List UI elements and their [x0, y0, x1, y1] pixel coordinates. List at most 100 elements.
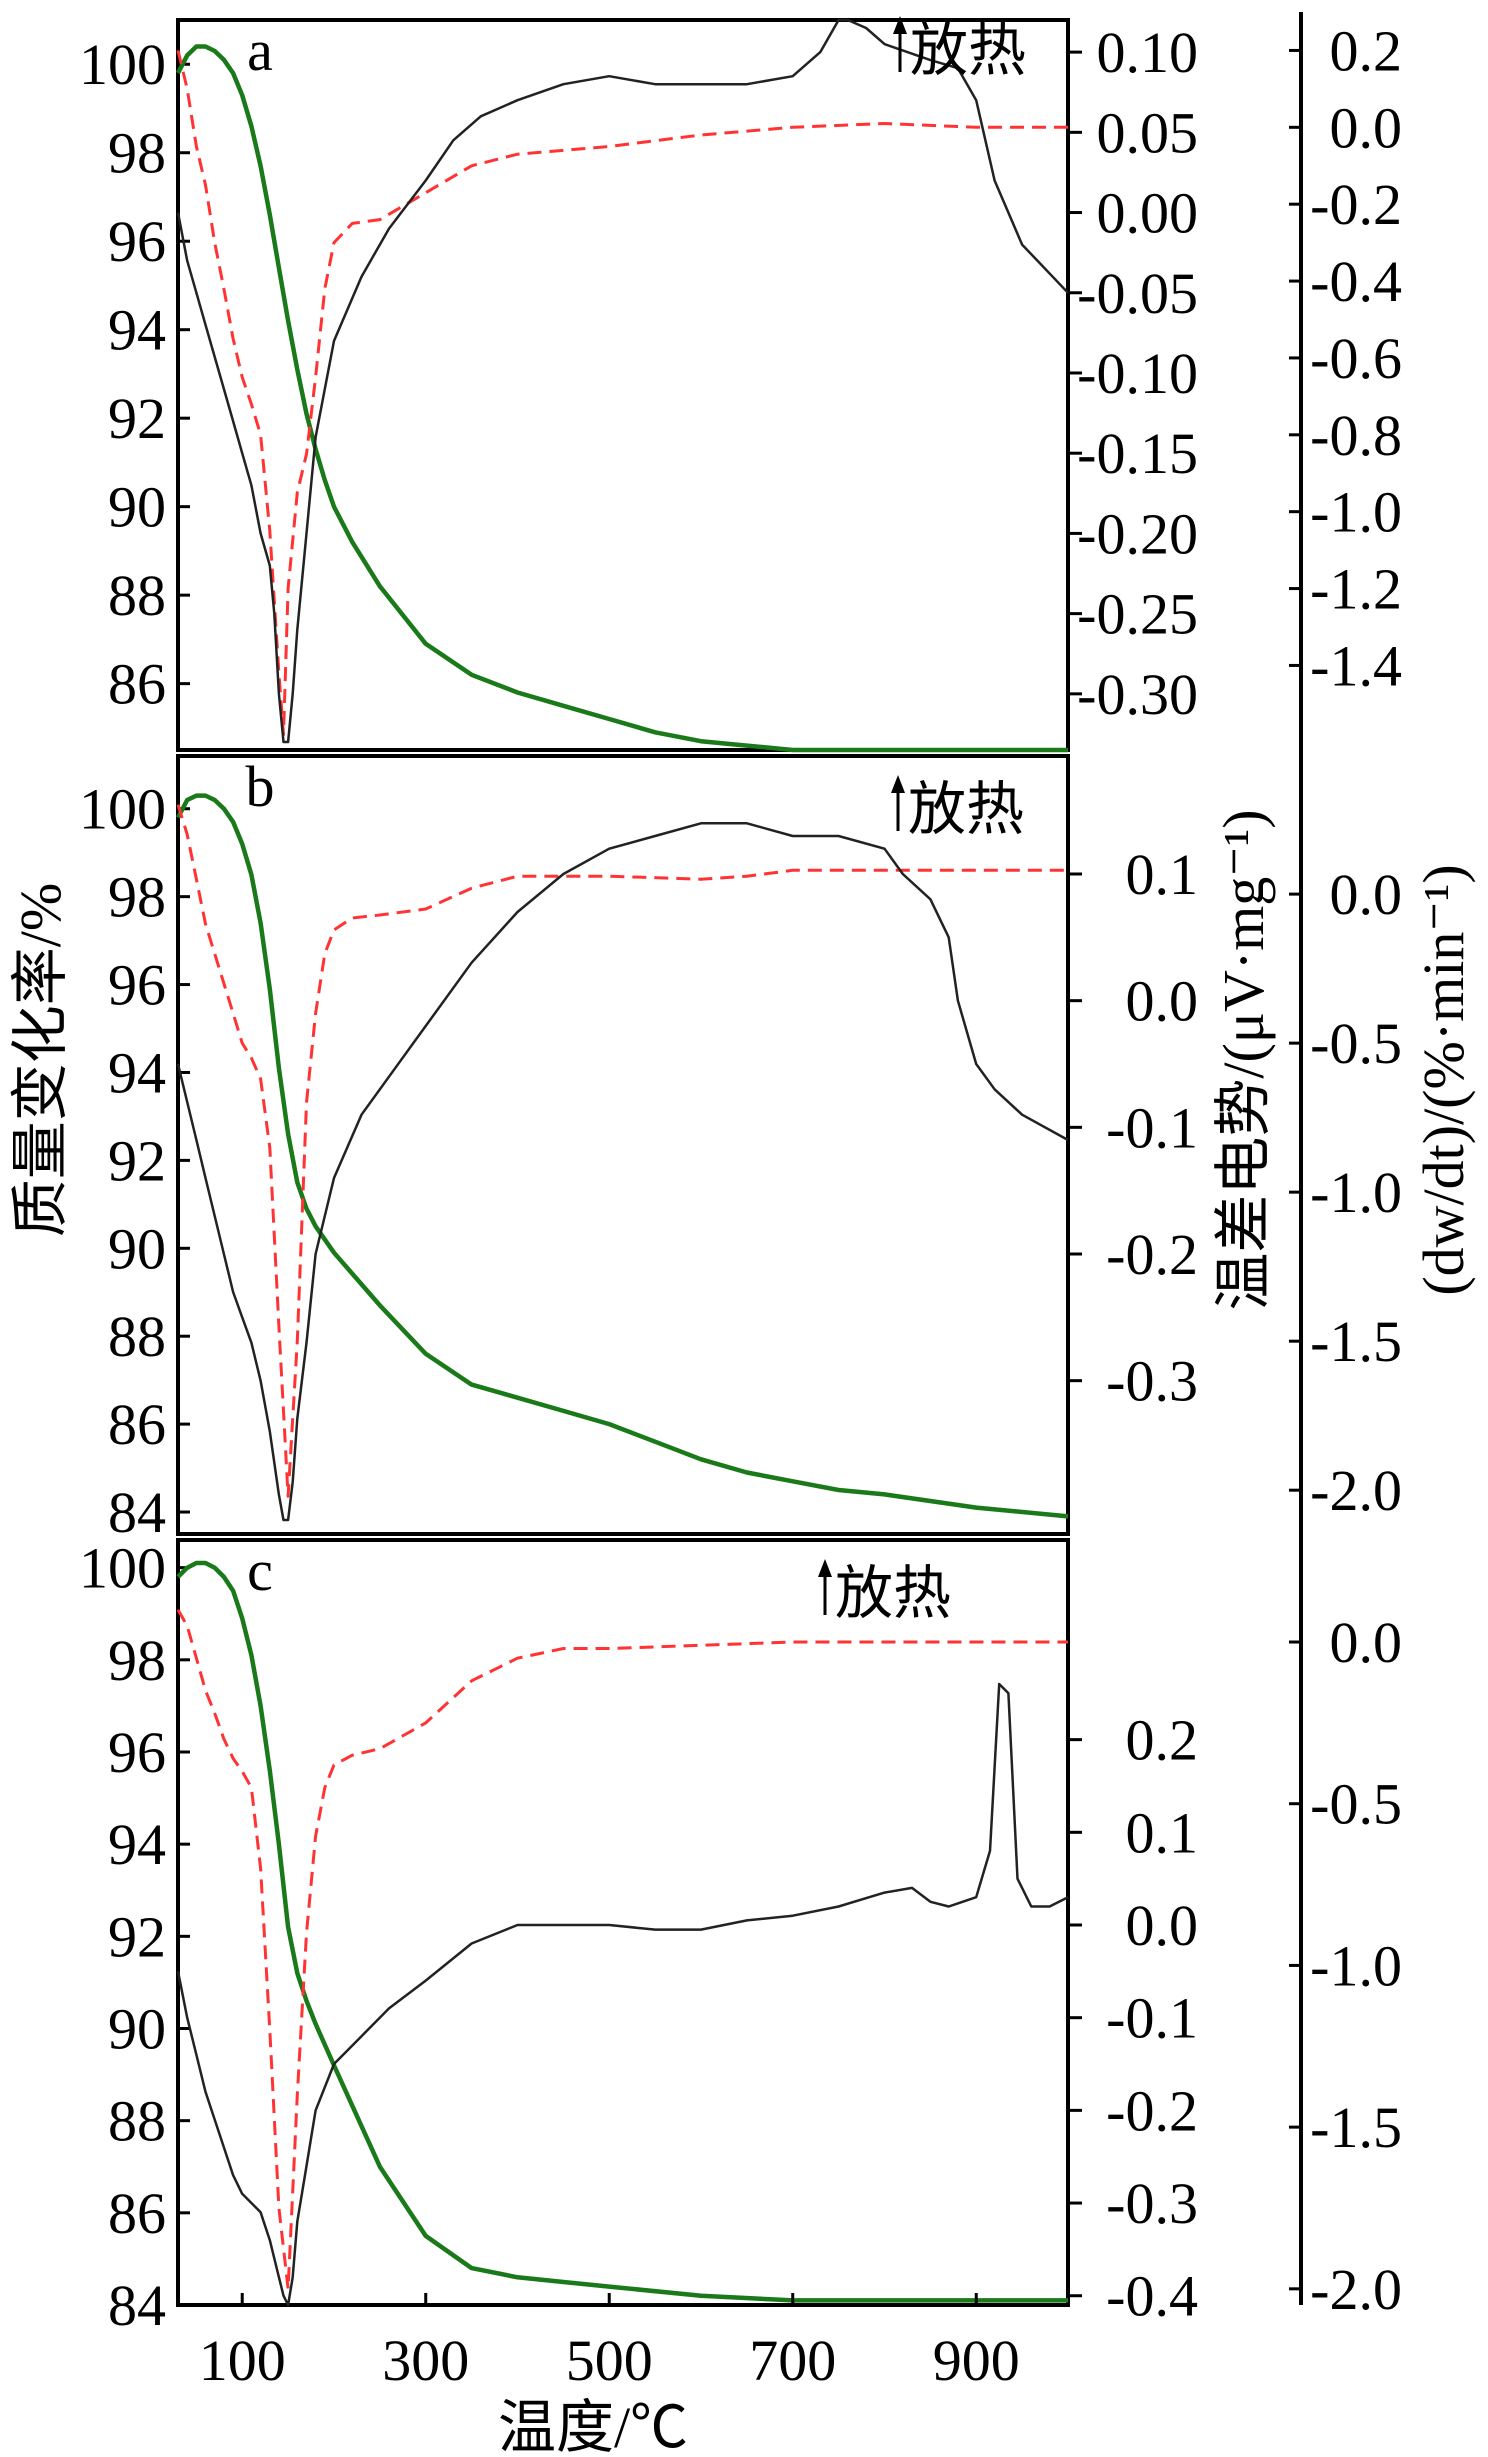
right-tick-label: -0.5 — [1310, 1772, 1402, 1837]
mid-tick-label: -0.20 — [1077, 501, 1198, 566]
right-tick-label: -1.2 — [1310, 557, 1402, 622]
chart-axes: 100 300 500 700 900 — [199, 12, 1303, 2393]
tg-curve-c — [176, 1560, 1068, 2303]
left-tick-label: 92 — [108, 386, 166, 451]
left-tick-label: 90 — [108, 1996, 166, 2061]
left-tick-label: 86 — [108, 652, 166, 717]
left-tick-label: 98 — [108, 121, 166, 186]
mid-tick-label: -0.2 — [1106, 2078, 1198, 2143]
mid-tick-label: 0.2 — [1126, 1708, 1199, 1773]
left-tick-label: 96 — [108, 1720, 166, 1785]
left-tick-label: 88 — [108, 2089, 166, 2154]
left-tick-label: 94 — [108, 298, 166, 363]
left-tick-label: 98 — [108, 865, 166, 930]
x-tick-label: 300 — [382, 2328, 469, 2393]
right-tick-label: -2.0 — [1310, 1458, 1402, 1523]
left-tick-label: 88 — [108, 563, 166, 628]
x-tick-label: 700 — [749, 2328, 836, 2393]
left-tick-label: 92 — [108, 1904, 166, 1969]
mid-tick-label: 0.05 — [1097, 100, 1199, 165]
mid-tick-label: -0.25 — [1077, 582, 1198, 647]
mid-tick-label: -0.1 — [1106, 1986, 1198, 2051]
left-tick-label: 96 — [108, 209, 166, 274]
right-tick-label: -1.5 — [1310, 1309, 1402, 1374]
tg-curve-b — [176, 793, 1069, 1519]
left-tick-label: 100 — [79, 32, 166, 97]
exotherm-label: 放热 — [908, 777, 1024, 842]
mid-tick-label: 0.0 — [1126, 1893, 1199, 1958]
dtg-curve-c — [176, 1608, 1068, 2291]
panel-c: c 84 86 88 90 92 94 96 98 100 0.2 0.1 0.0 -0.1 -0.2 -0.… — [79, 1536, 1402, 2338]
panel-label: c — [247, 1538, 273, 1603]
left-tick-label: 84 — [108, 1480, 166, 1545]
y-axis-title-right: (dw/dt)/(%·min⁻¹) — [1411, 864, 1476, 1295]
right-tick-label: -2.0 — [1310, 2257, 1402, 2322]
right-tick-label: -0.6 — [1310, 326, 1402, 391]
dtg-curve-b — [176, 804, 1068, 1498]
mid-tick-label: -0.15 — [1077, 421, 1198, 486]
left-tick-label: 90 — [108, 475, 166, 540]
panel-b: b 84 86 88 90 92 94 96 98 100 0.1 0.0 -0.1 -0.2 -0.3 0.… — [79, 754, 1402, 1545]
left-tick-label: 94 — [108, 1812, 166, 1877]
right-tick-label: 0.2 — [1330, 18, 1403, 83]
right-tick-label: -0.2 — [1310, 172, 1402, 237]
mid-tick-label: 0.1 — [1126, 842, 1199, 907]
panel-label: b — [246, 754, 275, 819]
panel-label: a — [247, 18, 273, 83]
panel-a: a 86 88 90 92 94 96 98 100 0.10 0.05 0.00 -0.05 -0.10… — [79, 16, 1403, 753]
right-tick-label: -1.4 — [1310, 633, 1402, 698]
dta-curve-a — [176, 18, 1069, 744]
mid-tick-label: -0.3 — [1106, 2171, 1198, 2236]
left-tick-label: 88 — [108, 1304, 166, 1369]
x-axis-title: 温度/℃ — [498, 2395, 688, 2457]
right-tick-label: -1.0 — [1310, 480, 1402, 545]
mid-tick-label: -0.3 — [1106, 1349, 1198, 1414]
left-tick-label: 94 — [108, 1040, 166, 1105]
left-tick-label: 84 — [108, 2273, 166, 2338]
mid-tick-label: -0.30 — [1077, 662, 1198, 727]
left-tick-label: 98 — [108, 1628, 166, 1693]
panel-frame — [176, 1538, 1070, 2307]
right-tick-label: -1.0 — [1310, 1160, 1402, 1225]
dtg-curve-a — [176, 50, 1068, 737]
right-tick-label: -0.4 — [1310, 249, 1402, 314]
panel-frame — [176, 18, 1070, 752]
tg-curve-a — [176, 44, 1068, 753]
x-tick-label: 500 — [566, 2328, 653, 2393]
exotherm-label: 放热 — [910, 18, 1026, 83]
panel-frame — [176, 754, 1070, 1536]
mid-tick-label: 0.0 — [1126, 969, 1199, 1034]
right-tick-label: 0.0 — [1330, 1610, 1403, 1675]
mid-tick-label: -0.1 — [1106, 1095, 1198, 1160]
x-tick-label: 900 — [933, 2328, 1020, 2393]
right-tick-label: -0.5 — [1310, 1011, 1402, 1076]
mid-tick-label: -0.2 — [1106, 1222, 1198, 1287]
right-tick-label: -1.5 — [1310, 2095, 1402, 2160]
mid-tick-label: 0.10 — [1097, 20, 1199, 85]
dta-curve-c — [176, 1682, 1069, 2307]
exotherm-arrow-head — [818, 1559, 832, 1577]
left-tick-label: 92 — [108, 1128, 166, 1193]
left-tick-label: 86 — [108, 1392, 166, 1457]
left-tick-label: 90 — [108, 1216, 166, 1281]
left-tick-label: 100 — [79, 1536, 166, 1601]
left-tick-label: 96 — [108, 953, 166, 1018]
mid-tick-label: -0.10 — [1077, 341, 1198, 406]
right-tick-label: -1.0 — [1310, 1933, 1402, 1998]
right-tick-label: 0.0 — [1330, 862, 1403, 927]
y-axis-title-left: 质量变化率/% — [8, 883, 73, 1237]
mid-tick-label: -0.4 — [1106, 2264, 1198, 2329]
left-tick-label: 86 — [108, 2181, 166, 2246]
right-tick-label: -0.8 — [1310, 403, 1402, 468]
left-tick-label: 100 — [79, 777, 166, 842]
exotherm-arrow-head — [891, 775, 905, 793]
y-axis-title-mid: 温差电势/(μV·mg⁻¹) — [1211, 809, 1276, 1310]
mid-tick-label: 0.1 — [1126, 1800, 1199, 1865]
exotherm-label: 放热 — [835, 1561, 951, 1626]
mid-tick-label: -0.05 — [1077, 261, 1198, 326]
right-tick-label: 0.0 — [1330, 95, 1403, 160]
x-tick-label: 100 — [199, 2328, 286, 2393]
dta-curve-b — [176, 822, 1069, 1522]
